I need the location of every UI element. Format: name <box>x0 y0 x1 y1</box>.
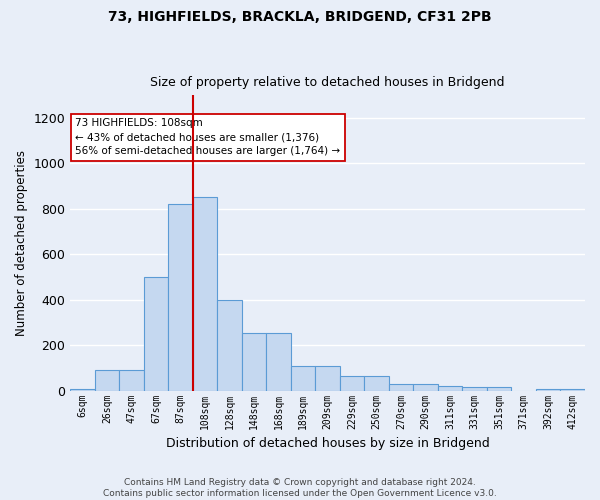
Bar <box>413 384 438 390</box>
Bar <box>560 389 585 390</box>
Text: 73 HIGHFIELDS: 108sqm
← 43% of detached houses are smaller (1,376)
56% of semi-d: 73 HIGHFIELDS: 108sqm ← 43% of detached … <box>76 118 341 156</box>
Bar <box>463 387 487 390</box>
Bar <box>95 370 119 390</box>
Title: Size of property relative to detached houses in Bridgend: Size of property relative to detached ho… <box>151 76 505 90</box>
Bar <box>316 366 340 390</box>
Bar <box>364 376 389 390</box>
Text: Contains HM Land Registry data © Crown copyright and database right 2024.
Contai: Contains HM Land Registry data © Crown c… <box>103 478 497 498</box>
Bar <box>266 332 291 390</box>
Y-axis label: Number of detached properties: Number of detached properties <box>15 150 28 336</box>
Bar <box>242 332 266 390</box>
Bar <box>536 389 560 390</box>
Bar <box>70 389 95 390</box>
Text: 73, HIGHFIELDS, BRACKLA, BRIDGEND, CF31 2PB: 73, HIGHFIELDS, BRACKLA, BRIDGEND, CF31 … <box>108 10 492 24</box>
Bar <box>389 384 413 390</box>
Bar <box>291 366 316 390</box>
Bar <box>144 277 169 390</box>
Bar <box>438 386 463 390</box>
Bar <box>193 197 217 390</box>
Bar <box>340 376 364 390</box>
Bar <box>169 204 193 390</box>
Bar <box>487 387 511 390</box>
Bar <box>119 370 144 390</box>
Bar <box>217 300 242 390</box>
X-axis label: Distribution of detached houses by size in Bridgend: Distribution of detached houses by size … <box>166 437 490 450</box>
